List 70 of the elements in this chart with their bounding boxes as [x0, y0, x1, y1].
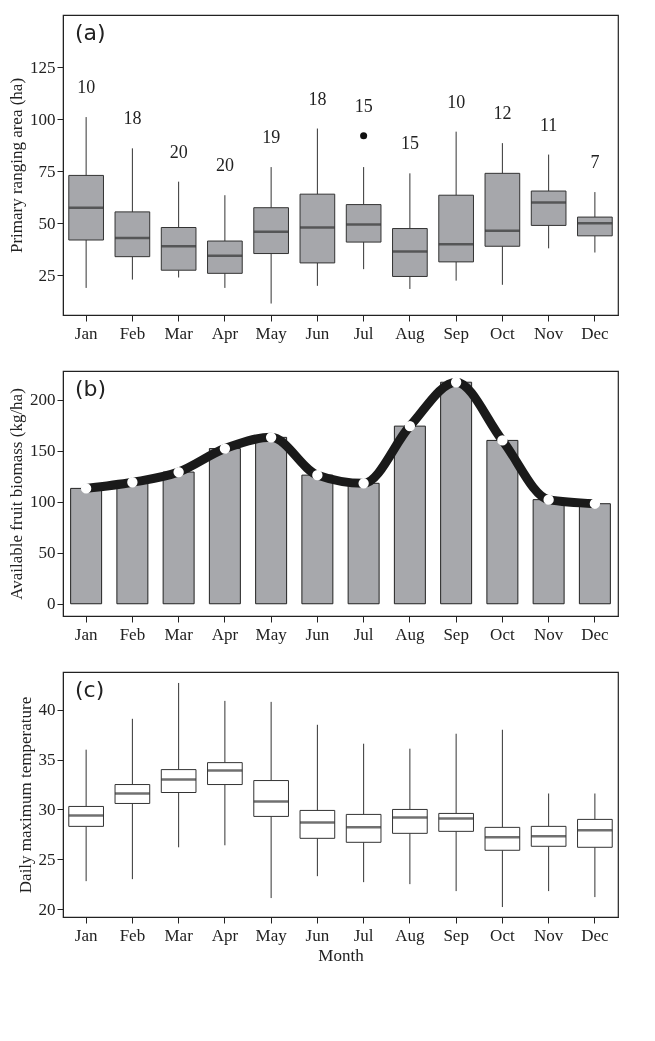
- y-tick-label: 50: [38, 543, 56, 563]
- x-tick-label: Feb: [119, 624, 146, 644]
- x-tick-label: Oct: [490, 925, 515, 945]
- x-tick-label: May: [255, 925, 288, 945]
- y-tick-label: 150: [30, 441, 56, 461]
- x-tick-label: May: [255, 323, 288, 343]
- annotation: 19: [262, 127, 281, 148]
- x-tick-label: Mar: [164, 323, 194, 343]
- x-tick-label: Jun: [305, 624, 330, 644]
- x-tick-label: Jun: [305, 323, 330, 343]
- y-axis-title: Available fruit biomass (kg/ha): [7, 388, 26, 600]
- x-tick-label: Mar: [164, 925, 194, 945]
- y-tick-label: 20: [38, 899, 56, 919]
- chart-title: (c): [75, 677, 105, 702]
- x-tick-label: Aug: [395, 323, 426, 343]
- y-tick-label: 75: [38, 161, 56, 181]
- y-tick-label: 25: [38, 849, 56, 869]
- x-tick-label: Mar: [164, 624, 194, 644]
- x-tick-label: Oct: [490, 624, 515, 644]
- x-tick-label: Apr: [211, 925, 239, 945]
- annotation: 10: [447, 91, 466, 112]
- y-tick-label: 30: [38, 799, 56, 819]
- x-tick-label: Sep: [443, 925, 469, 945]
- annotation: 10: [77, 77, 96, 98]
- x-tick-label: Aug: [395, 925, 426, 945]
- annotation: 15: [354, 95, 373, 116]
- x-tick-label: Jun: [305, 925, 330, 945]
- y-tick-label: 0: [47, 594, 56, 614]
- x-tick-label: Jan: [74, 925, 98, 945]
- x-tick-label: Apr: [211, 323, 239, 343]
- annotation: 11: [539, 114, 558, 135]
- y-tick-label: 35: [38, 750, 56, 770]
- annotation: 7: [590, 152, 600, 173]
- x-tick-label: Nov: [533, 323, 564, 343]
- y-tick-label: 100: [30, 492, 56, 512]
- y-tick-label: 40: [38, 700, 56, 720]
- x-tick-label: Oct: [490, 323, 515, 343]
- y-tick-label: 100: [30, 109, 56, 129]
- x-tick-label: May: [255, 624, 288, 644]
- x-tick-label: Nov: [533, 925, 564, 945]
- y-axis-title: Daily maximum temperature: [15, 696, 35, 894]
- annotation: 18: [123, 108, 142, 129]
- y-tick-label: 200: [30, 390, 56, 410]
- annotation: 18: [308, 88, 327, 109]
- x-tick-label: Dec: [581, 925, 610, 945]
- x-tick-label: Sep: [443, 624, 469, 644]
- x-tick-label: Apr: [211, 624, 239, 644]
- x-tick-label: Sep: [443, 323, 469, 343]
- y-tick-label: 50: [38, 213, 56, 233]
- x-tick-label: Dec: [581, 323, 610, 343]
- annotation: 20: [215, 155, 234, 176]
- x-tick-label: Aug: [395, 624, 426, 644]
- chart-title: (a): [75, 20, 106, 45]
- annotation: 12: [493, 103, 512, 124]
- x-tick-label: Jul: [353, 323, 374, 343]
- annotation: 20: [169, 141, 188, 162]
- x-tick-label: Nov: [533, 624, 564, 644]
- x-tick-label: Jul: [353, 925, 374, 945]
- x-tick-label: Feb: [119, 323, 146, 343]
- x-tick-label: Jan: [74, 624, 98, 644]
- y-tick-label: 25: [38, 265, 56, 285]
- y-axis-title: Primary ranging area (ha): [7, 77, 26, 254]
- x-tick-label: Dec: [581, 624, 610, 644]
- x-tick-label: Feb: [119, 925, 146, 945]
- annotation: 15: [400, 133, 419, 154]
- x-tick-label: Jul: [353, 624, 374, 644]
- y-tick-label: 125: [30, 57, 56, 77]
- x-tick-label: Jan: [74, 323, 98, 343]
- x-axis-title: Month: [318, 945, 365, 965]
- chart-title: (b): [75, 376, 107, 401]
